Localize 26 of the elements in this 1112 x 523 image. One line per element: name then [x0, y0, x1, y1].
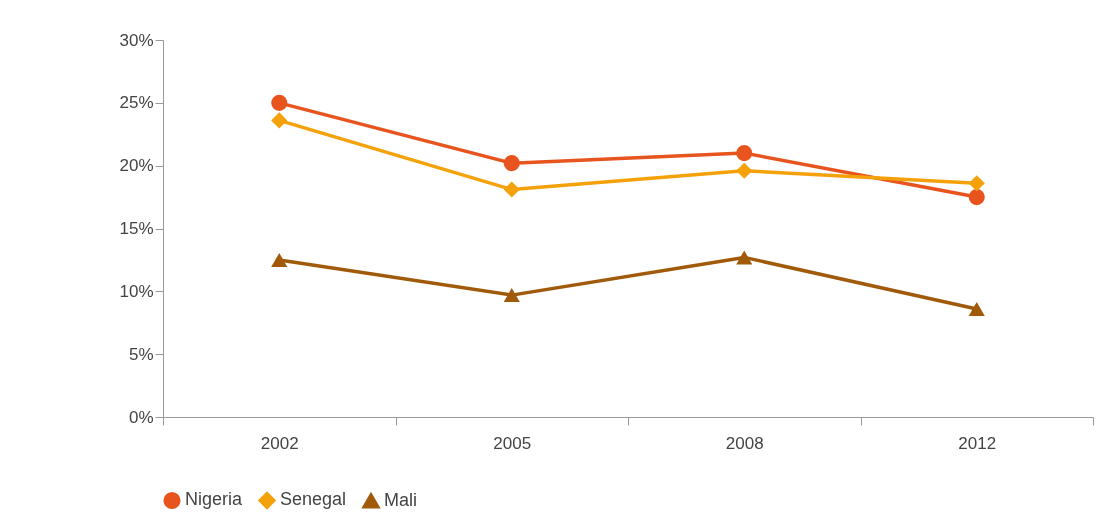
point	[271, 252, 288, 267]
point	[736, 145, 753, 162]
legend-label: Mali	[384, 489, 418, 510]
legend-label: Nigeria	[185, 489, 244, 510]
point	[968, 189, 985, 206]
point	[503, 181, 520, 198]
y-tick-label: 30%	[119, 30, 154, 50]
point	[271, 112, 288, 129]
point	[736, 250, 753, 265]
point	[503, 288, 520, 303]
point	[736, 162, 753, 179]
x-tick-label: 2005	[493, 433, 532, 453]
y-tick-label: 5%	[128, 344, 154, 364]
x-tick-label: 2012	[958, 433, 997, 453]
y-tick-label: 20%	[119, 156, 154, 176]
point	[968, 175, 985, 192]
x-tick-label: 2002	[260, 433, 299, 453]
y-tick-label: 0%	[128, 407, 154, 427]
x-tick-label: 2008	[725, 433, 764, 453]
point	[968, 301, 985, 316]
point	[503, 155, 520, 172]
legend-label: Senegal	[280, 489, 347, 510]
y-tick-label: 15%	[119, 219, 154, 238]
y-tick-label: 25%	[119, 93, 154, 113]
y-tick-label: 10%	[119, 281, 154, 301]
point	[271, 94, 288, 111]
